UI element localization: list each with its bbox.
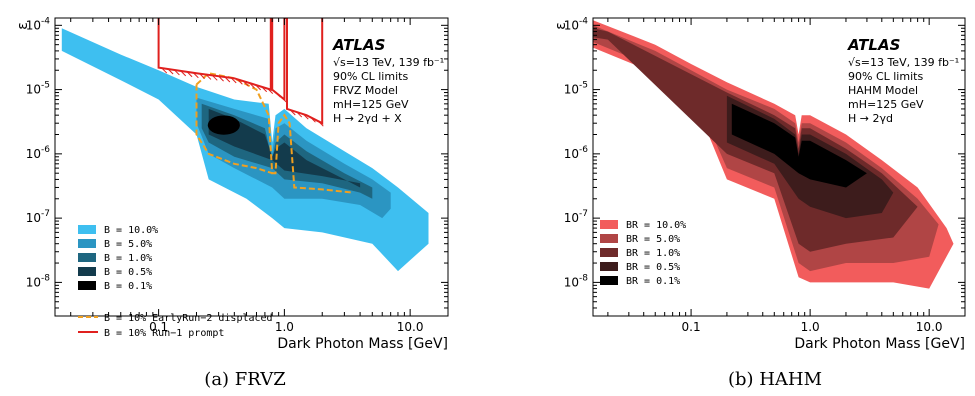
hatch-mark (243, 80, 249, 87)
legend-swatch (78, 253, 96, 262)
panel-caption: (b) HAHM (728, 369, 822, 390)
hatch-mark (261, 86, 268, 93)
hatch-mark (186, 71, 193, 78)
legend-label: B = 10.0% (104, 225, 158, 236)
y-axis-label: ε (553, 22, 569, 30)
annotation-line: 90% CL limits (333, 70, 408, 83)
x-tick-label: 10.0 (397, 320, 424, 334)
dashed-line-a (195, 72, 353, 194)
legend-swatch (78, 239, 96, 248)
legend-swatch (78, 225, 96, 234)
y-axis-label: ε (15, 22, 31, 30)
y-tick-label: 10-8 (564, 273, 589, 289)
x-axis-label: Dark Photon Mass [GeV] (277, 336, 448, 352)
hatch-mark (237, 78, 243, 85)
legend-swatch (600, 276, 618, 285)
legend-swatch (78, 267, 96, 276)
y-tick-label: 10-6 (26, 145, 51, 161)
x-tick-label: 1.0 (801, 320, 820, 334)
legend-label: BR = 0.5% (626, 262, 680, 273)
plot-frame (54, 17, 449, 317)
legend-label: B = 1.0% (104, 253, 152, 264)
x-tick-label: 0.1 (682, 320, 701, 334)
y-tick-label: 10-5 (26, 81, 50, 97)
hatch-mark (289, 109, 296, 116)
y-tick-label: 10-4 (26, 16, 51, 32)
legend-label: B = 5.0% (104, 239, 152, 250)
legend-swatch (600, 220, 618, 229)
annotation-line: 90% CL limits (848, 70, 923, 83)
hatch-mark (296, 111, 303, 118)
atlas-label: ATLAS (847, 36, 900, 54)
legend-swatch (600, 262, 618, 271)
legend-label: B = 0.5% (104, 267, 152, 278)
legend-label: BR = 1.0% (626, 248, 680, 259)
legend-swatch (600, 234, 618, 243)
hatch-mark (161, 67, 168, 74)
panel-a: 0.1 1.0 10.0 10-4 10-5 10-6 10-7 10-8 Dark Photo… (15, 16, 449, 390)
hatch-mark (280, 96, 287, 103)
legend-swatch (78, 281, 96, 290)
band-a-3 (208, 108, 361, 188)
hatch-mark (274, 91, 281, 98)
y-tick-label: 10-7 (26, 209, 50, 225)
legend-label: BR = 0.1% (626, 276, 680, 287)
panel-b: 0.1 1.0 10.0 10-4 10-5 10-6 10-7 10-8 Dark Photo… (553, 16, 966, 390)
legend-label: BR = 5.0% (626, 234, 680, 245)
panel-caption: (a) FRVZ (204, 369, 285, 390)
legend-swatch (600, 248, 618, 257)
x-axis-label: Dark Photon Mass [GeV] (794, 336, 965, 352)
hatch-mark (180, 70, 187, 77)
plot-frame (592, 17, 966, 317)
hatch-mark (267, 88, 274, 95)
y-tick-label: 10-5 (564, 81, 588, 97)
annotation-line: H → 2γd + X (333, 112, 402, 125)
legend-label: BR = 10.0% (626, 220, 686, 231)
hatch-mark (211, 74, 218, 81)
x-tick-label: 1.0 (275, 320, 294, 334)
atlas-label: ATLAS (332, 36, 385, 54)
annotation-line: mH=125 GeV (333, 98, 409, 111)
hatch-mark (224, 76, 231, 83)
annotation-line: √s=13 TeV, 139 fb⁻¹ (333, 56, 444, 69)
plot-area (593, 20, 954, 289)
legend-label: B = 10% EarlyRun−2 displaced (104, 313, 273, 324)
annotation-line: mH=125 GeV (848, 98, 924, 111)
annotation-line: √s=13 TeV, 139 fb⁻¹ (848, 56, 959, 69)
dashed-line-lower-a (195, 84, 273, 175)
annotation-line: FRVZ Model (333, 84, 398, 97)
band-a-4 (207, 115, 240, 135)
y-tick-label: 10-8 (26, 273, 51, 289)
annotation-line: H → 2γd (848, 112, 893, 125)
x-tick-label: 10.0 (916, 320, 943, 334)
hatch-mark (255, 84, 261, 91)
hatch-mark (167, 68, 174, 75)
y-tick-label: 10-4 (564, 16, 589, 32)
plot-area (61, 18, 429, 272)
hatch-mark (205, 74, 212, 80)
prompt-line-a (157, 18, 324, 125)
legend-label: B = 10% Run−1 prompt (104, 328, 224, 339)
hatch-mark (199, 73, 205, 79)
legend-label: B = 0.1% (104, 281, 152, 292)
hatch-mark (302, 113, 309, 120)
x-tick-label: 0.1 (149, 320, 168, 334)
hatch-mark (218, 75, 224, 82)
hatch-mark (230, 77, 237, 84)
hatch-mark (249, 82, 255, 89)
hatch-mark (192, 72, 199, 79)
y-tick-label: 10-6 (564, 145, 589, 161)
band-b-4 (731, 103, 867, 188)
hatch-mark (310, 116, 316, 123)
hatch-mark (317, 120, 324, 127)
y-tick-label: 10-7 (564, 209, 588, 225)
annotation-line: HAHM Model (848, 84, 918, 97)
hatch-mark (174, 69, 180, 76)
